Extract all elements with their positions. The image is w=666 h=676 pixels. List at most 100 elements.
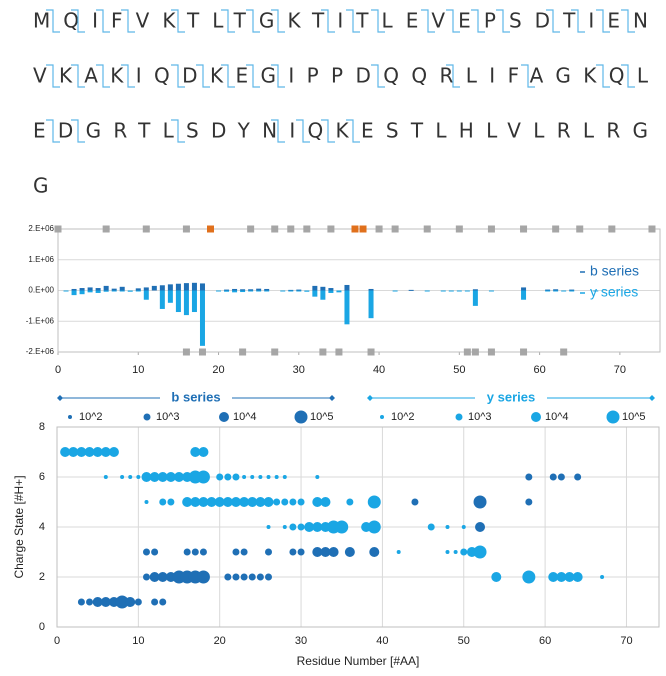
bubble	[157, 572, 168, 582]
bubble	[174, 472, 185, 482]
bubble	[256, 573, 264, 581]
bubble	[128, 475, 133, 479]
marker	[287, 225, 295, 233]
bubble	[216, 473, 224, 481]
bar	[521, 290, 527, 300]
bubble	[297, 498, 305, 506]
sequence-row: G	[33, 174, 49, 198]
bar	[368, 288, 374, 291]
bubble	[92, 597, 103, 607]
bubble	[108, 447, 119, 457]
legend-bg	[160, 390, 232, 406]
bubble	[346, 498, 354, 506]
bubble	[491, 572, 502, 582]
bar	[456, 290, 462, 292]
bracket	[71, 64, 85, 88]
bubble	[242, 475, 247, 479]
bubble	[289, 523, 297, 531]
bubble	[473, 545, 487, 559]
x-tick-label: 60	[539, 635, 551, 647]
sequence-row: VKAKIQDKEGIPPDQQRLIFAGKQL	[33, 64, 649, 88]
bubble	[141, 472, 152, 482]
bar	[159, 285, 165, 291]
y-tick-label: -2.E+06	[26, 347, 55, 356]
bubble	[60, 447, 71, 457]
bar	[472, 290, 478, 306]
bubble	[134, 598, 142, 606]
bar	[296, 290, 302, 292]
bar	[240, 289, 246, 291]
bar	[119, 290, 125, 292]
bar	[119, 286, 125, 291]
size-legend-swatch	[294, 410, 308, 424]
x-tick-label: 0	[55, 364, 61, 376]
bubble	[183, 548, 191, 556]
bracket	[346, 9, 360, 33]
bar	[135, 288, 141, 291]
bubble	[232, 573, 240, 581]
legend-label: y series	[487, 389, 535, 404]
legend-bg	[475, 390, 547, 406]
bubble	[196, 570, 210, 584]
bracket	[421, 9, 435, 33]
bar	[392, 290, 398, 292]
size-legend-swatch	[219, 412, 229, 422]
bar	[103, 285, 109, 291]
marker	[487, 225, 495, 233]
bubble	[159, 598, 167, 606]
bubble	[312, 547, 323, 557]
marker	[247, 225, 255, 233]
bubble	[86, 598, 94, 606]
bracket	[71, 9, 85, 33]
sequence-row: MQIFVKTLTGKTITLEVEPSDTIEN	[33, 9, 648, 33]
x-axis-title: Residue Number [#AA]	[297, 654, 420, 668]
bubble	[182, 497, 193, 507]
bracket	[471, 9, 485, 33]
size-legend-swatch	[606, 410, 620, 424]
bracket	[46, 119, 60, 143]
bar	[288, 289, 294, 291]
plot-frame	[56, 426, 660, 628]
bar	[199, 290, 205, 346]
bubble	[475, 522, 486, 532]
bubble	[600, 575, 605, 579]
bubble	[411, 498, 419, 506]
bar	[553, 289, 559, 291]
bar	[216, 290, 222, 292]
bubble	[367, 495, 381, 509]
bubble	[281, 498, 289, 506]
bubble	[549, 473, 557, 481]
bubble	[282, 475, 287, 479]
bubble	[266, 525, 271, 529]
marker	[391, 225, 399, 233]
bar	[288, 290, 294, 292]
marker	[198, 348, 206, 356]
bubble	[100, 597, 111, 607]
size-legend-swatch	[68, 415, 72, 419]
bubble	[369, 547, 380, 557]
legend-label: y series	[590, 284, 638, 300]
bar	[175, 290, 181, 313]
x-tick-label: 0	[54, 635, 60, 647]
marker	[487, 348, 495, 356]
bubble	[149, 572, 160, 582]
bubble	[557, 473, 565, 481]
bracket	[221, 64, 235, 88]
cleavage-brackets	[46, 9, 635, 143]
bar	[521, 287, 527, 291]
bracket	[46, 9, 60, 33]
bracket	[71, 119, 85, 143]
bubble	[103, 475, 108, 479]
bracket	[171, 119, 185, 143]
bracket	[621, 64, 635, 88]
bracket	[271, 119, 285, 143]
bubble	[149, 472, 160, 482]
bar	[545, 290, 551, 292]
marker	[520, 348, 528, 356]
bubble	[304, 522, 315, 532]
bar	[79, 290, 85, 295]
marker	[182, 348, 190, 356]
bubble	[240, 573, 248, 581]
y-tick-label: 2	[39, 571, 45, 583]
bubble	[199, 548, 207, 556]
